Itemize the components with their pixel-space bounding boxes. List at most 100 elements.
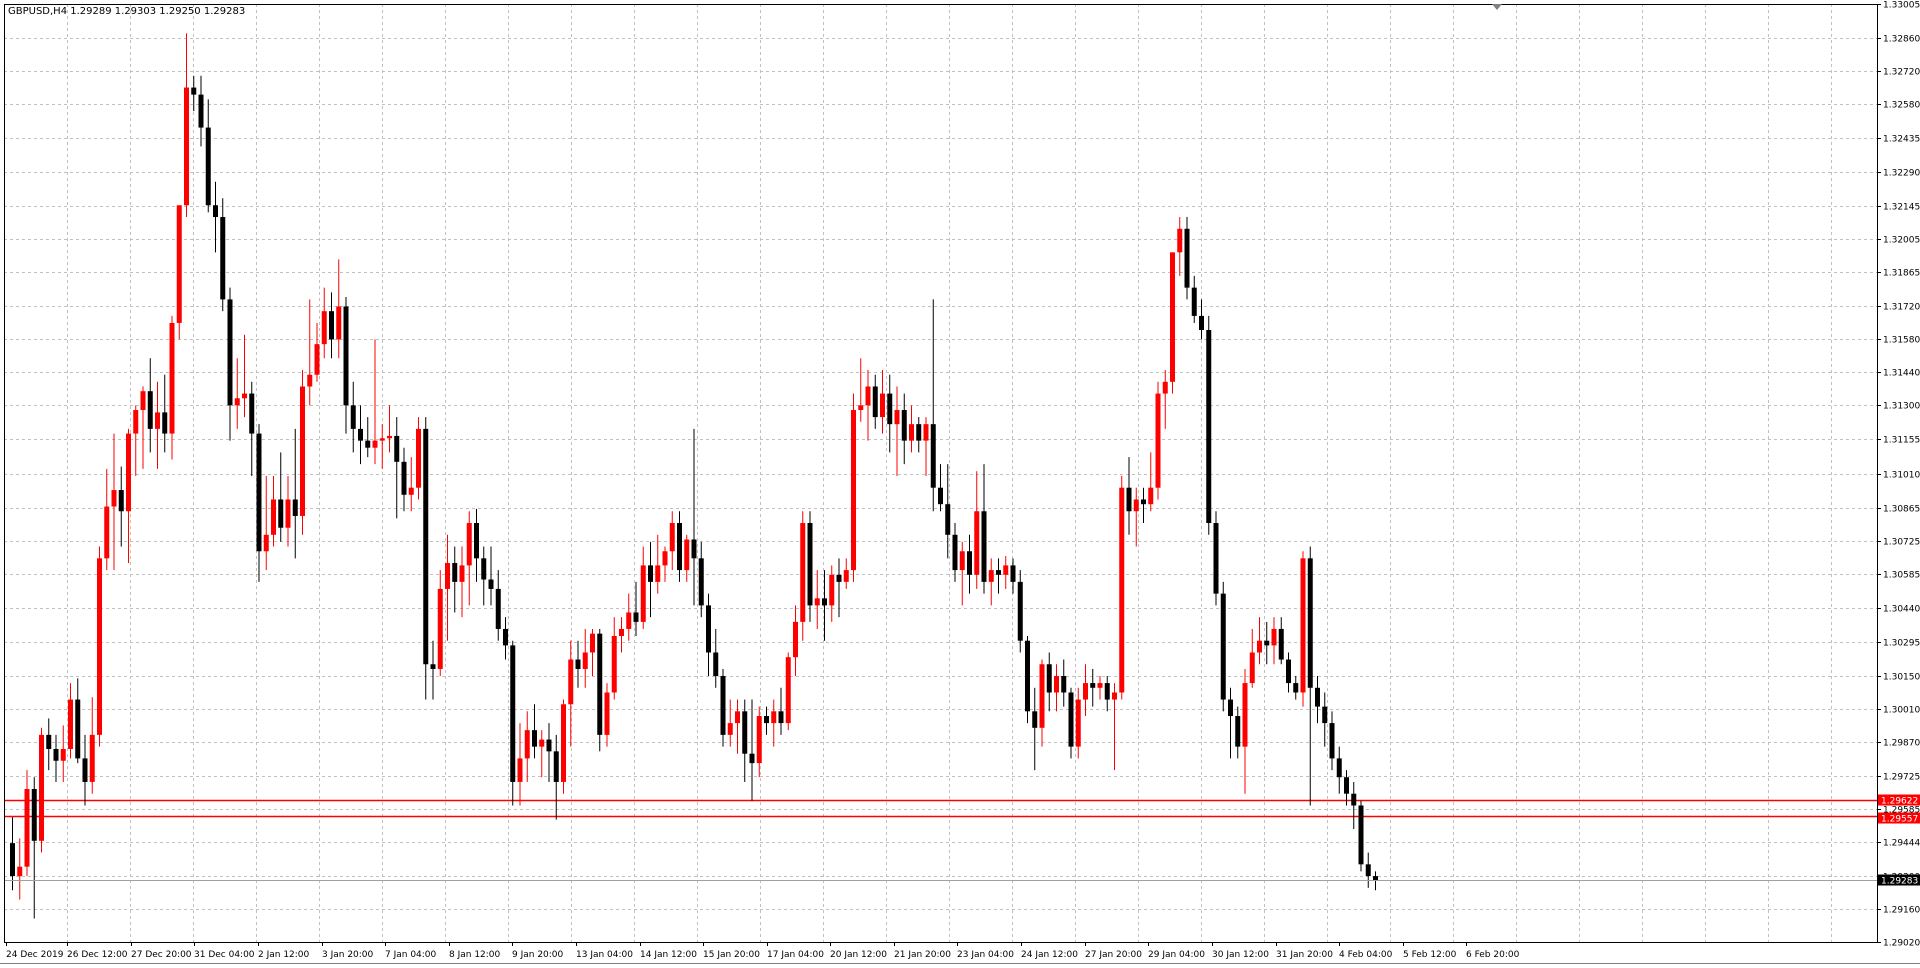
candle	[1199, 299, 1204, 340]
candle-body	[959, 551, 965, 571]
candle-body	[1184, 228, 1190, 288]
candle	[764, 706, 769, 735]
candle	[1206, 315, 1212, 535]
price-level-label: 1.29622	[1881, 797, 1918, 807]
candle	[880, 370, 885, 434]
candle	[1220, 581, 1226, 712]
candle-body	[1068, 692, 1074, 747]
candle-body	[162, 412, 168, 434]
y-tick-label: 1.33005	[1883, 1, 1920, 11]
candle	[1242, 668, 1248, 794]
candle	[858, 358, 864, 422]
candle	[1191, 275, 1197, 323]
candle	[126, 428, 131, 564]
candle-body	[655, 565, 661, 582]
candle-body	[1199, 315, 1204, 331]
candle-body	[901, 410, 907, 441]
y-tick-label: 1.29725	[1883, 773, 1920, 783]
candle	[416, 417, 421, 500]
candle-body	[909, 424, 914, 441]
candle	[133, 405, 139, 476]
candle-body	[742, 711, 748, 754]
candle	[713, 628, 719, 688]
x-tick-label: 24 Jan 12:00	[1021, 950, 1078, 960]
candle-body	[633, 612, 639, 622]
candle	[227, 287, 233, 441]
candle-body	[1170, 252, 1175, 382]
candle-body	[698, 558, 704, 606]
candle-body	[677, 523, 682, 571]
candle	[401, 447, 407, 512]
candle-body	[1126, 487, 1132, 512]
candle	[191, 75, 197, 112]
candle-body	[1315, 687, 1320, 707]
y-tick-label: 1.30295	[1883, 639, 1920, 649]
candle	[916, 417, 922, 453]
candle-body	[1003, 565, 1009, 575]
candle	[213, 181, 218, 253]
candle-body	[503, 628, 508, 646]
candle	[314, 322, 320, 382]
candle	[75, 678, 81, 764]
candle-body	[1286, 659, 1291, 684]
candle	[198, 75, 204, 147]
candle	[590, 628, 595, 677]
candle-body	[807, 523, 813, 606]
shift-marker-icon	[1492, 4, 1502, 10]
candle-body	[822, 598, 827, 606]
y-tick-label: 1.31440	[1883, 369, 1920, 379]
candle	[575, 640, 581, 688]
candle	[481, 546, 487, 606]
candle	[1177, 217, 1183, 276]
candle	[1249, 628, 1255, 688]
y-tick-label: 1.29870	[1883, 739, 1920, 749]
candle	[771, 699, 777, 747]
candle-body	[372, 440, 378, 448]
candle-body	[401, 461, 407, 495]
candle	[1307, 546, 1313, 806]
candle	[1286, 652, 1291, 693]
candle-body	[836, 574, 842, 582]
candle-body	[713, 652, 719, 677]
candle-body	[887, 393, 893, 425]
candle-body	[387, 435, 392, 439]
candle	[698, 541, 704, 618]
candle	[1133, 487, 1139, 547]
candle-body	[10, 843, 15, 877]
y-tick-label: 1.31720	[1883, 303, 1920, 313]
candle	[1090, 668, 1096, 707]
candle	[648, 541, 653, 618]
candle	[807, 511, 813, 622]
current-price-tag	[1878, 874, 1920, 886]
y-tick-label: 1.31300	[1883, 402, 1920, 412]
x-tick-label: 26 Dec 12:00	[67, 950, 128, 960]
candle	[111, 433, 117, 571]
candle-body	[938, 487, 943, 505]
candle-body	[626, 612, 632, 629]
y-tick-label: 1.32290	[1883, 169, 1920, 179]
x-tick-label: 13 Jan 04:00	[576, 950, 633, 960]
y-tick-label: 1.32005	[1883, 236, 1920, 246]
candle	[1039, 659, 1045, 747]
candle	[756, 706, 762, 778]
candle	[379, 424, 385, 469]
candle	[1068, 687, 1074, 759]
candle-body	[271, 499, 276, 535]
candle	[684, 534, 690, 582]
candle-body	[880, 393, 885, 418]
candle-body	[155, 412, 160, 429]
candle	[1315, 676, 1320, 724]
candle	[466, 511, 472, 606]
candle	[1170, 252, 1175, 394]
candle	[597, 628, 603, 752]
y-tick-label: 1.30585	[1883, 571, 1920, 581]
candle	[691, 428, 697, 606]
candle	[10, 817, 15, 891]
candle	[452, 546, 458, 613]
candle	[1213, 511, 1219, 606]
candle	[503, 617, 508, 660]
candle	[242, 334, 247, 418]
candle	[423, 417, 429, 700]
candle	[292, 428, 298, 559]
